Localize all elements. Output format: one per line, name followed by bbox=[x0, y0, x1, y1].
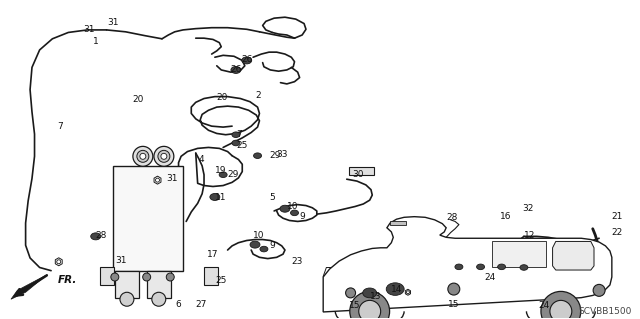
Text: 4: 4 bbox=[199, 155, 205, 164]
Polygon shape bbox=[11, 274, 47, 299]
Text: 15: 15 bbox=[349, 301, 361, 310]
Text: 24: 24 bbox=[484, 272, 495, 281]
Text: 5: 5 bbox=[269, 193, 275, 202]
Ellipse shape bbox=[250, 241, 260, 248]
Circle shape bbox=[359, 300, 381, 319]
Text: 22: 22 bbox=[612, 228, 623, 237]
Circle shape bbox=[550, 300, 572, 319]
Circle shape bbox=[111, 273, 119, 281]
Bar bbox=[113, 166, 183, 271]
Text: 27: 27 bbox=[196, 300, 207, 309]
Text: 26: 26 bbox=[230, 65, 241, 74]
Text: 15: 15 bbox=[448, 300, 460, 308]
Text: 24: 24 bbox=[539, 301, 550, 310]
Ellipse shape bbox=[210, 194, 220, 200]
Circle shape bbox=[541, 291, 580, 319]
Text: 14: 14 bbox=[391, 285, 402, 294]
Polygon shape bbox=[323, 217, 612, 312]
Polygon shape bbox=[154, 176, 161, 184]
Text: 26: 26 bbox=[241, 55, 252, 64]
Circle shape bbox=[406, 291, 410, 294]
Ellipse shape bbox=[280, 205, 290, 212]
Bar bbox=[390, 221, 406, 225]
Polygon shape bbox=[492, 241, 546, 268]
Text: 32: 32 bbox=[523, 204, 534, 213]
Text: 28: 28 bbox=[446, 213, 458, 222]
Text: 2: 2 bbox=[255, 92, 260, 100]
Text: 20: 20 bbox=[132, 95, 143, 104]
Circle shape bbox=[154, 146, 174, 166]
Text: SCVBB1500: SCVBB1500 bbox=[579, 307, 632, 316]
Circle shape bbox=[161, 153, 167, 159]
Text: 19: 19 bbox=[215, 166, 227, 175]
Ellipse shape bbox=[232, 140, 240, 146]
Ellipse shape bbox=[455, 264, 463, 270]
Text: 6: 6 bbox=[175, 300, 181, 308]
Text: 31: 31 bbox=[107, 18, 118, 27]
Text: 13: 13 bbox=[371, 292, 382, 300]
Text: 31: 31 bbox=[84, 26, 95, 34]
Text: 17: 17 bbox=[207, 250, 218, 259]
Ellipse shape bbox=[386, 283, 404, 295]
Text: FR.: FR. bbox=[58, 275, 77, 285]
Text: 7: 7 bbox=[58, 122, 63, 131]
Ellipse shape bbox=[253, 153, 262, 159]
Text: 21: 21 bbox=[612, 212, 623, 221]
Circle shape bbox=[57, 260, 61, 264]
Text: 31: 31 bbox=[115, 256, 126, 265]
Ellipse shape bbox=[363, 288, 377, 298]
Bar bbox=[100, 268, 114, 285]
Circle shape bbox=[448, 283, 460, 295]
Ellipse shape bbox=[520, 265, 528, 270]
Circle shape bbox=[350, 291, 390, 319]
Circle shape bbox=[143, 273, 150, 281]
Polygon shape bbox=[405, 289, 410, 295]
Ellipse shape bbox=[242, 57, 252, 64]
Circle shape bbox=[346, 288, 356, 298]
Ellipse shape bbox=[498, 264, 506, 270]
Text: 9: 9 bbox=[300, 212, 305, 221]
Circle shape bbox=[137, 150, 149, 162]
Ellipse shape bbox=[260, 246, 268, 252]
Text: 25: 25 bbox=[215, 276, 226, 285]
Text: 11: 11 bbox=[215, 193, 227, 202]
Ellipse shape bbox=[232, 132, 240, 137]
Circle shape bbox=[133, 146, 153, 166]
Text: 7: 7 bbox=[236, 130, 242, 138]
Circle shape bbox=[158, 150, 170, 162]
Ellipse shape bbox=[291, 210, 298, 216]
Text: 29: 29 bbox=[228, 170, 239, 179]
Circle shape bbox=[152, 292, 166, 306]
Text: 25: 25 bbox=[236, 141, 247, 150]
Text: 9: 9 bbox=[269, 241, 275, 250]
Circle shape bbox=[593, 284, 605, 296]
Ellipse shape bbox=[219, 172, 227, 178]
Bar bbox=[204, 268, 218, 285]
Ellipse shape bbox=[477, 264, 484, 270]
Ellipse shape bbox=[231, 66, 241, 73]
Circle shape bbox=[166, 273, 174, 281]
Text: 28: 28 bbox=[96, 231, 107, 240]
Text: 30: 30 bbox=[353, 170, 364, 179]
Bar bbox=[349, 167, 374, 175]
Text: 20: 20 bbox=[217, 93, 228, 102]
Text: 12: 12 bbox=[524, 231, 535, 240]
Circle shape bbox=[140, 153, 146, 159]
Polygon shape bbox=[55, 258, 62, 266]
Text: 10: 10 bbox=[287, 202, 298, 211]
Bar bbox=[147, 271, 171, 298]
Ellipse shape bbox=[91, 233, 100, 240]
Circle shape bbox=[120, 292, 134, 306]
Text: 33: 33 bbox=[276, 150, 288, 159]
Text: 29: 29 bbox=[269, 151, 280, 160]
Text: 1: 1 bbox=[93, 37, 99, 46]
Bar bbox=[115, 271, 139, 298]
Text: 16: 16 bbox=[500, 212, 511, 221]
Text: 23: 23 bbox=[291, 257, 303, 266]
Text: 31: 31 bbox=[166, 174, 177, 183]
Text: 10: 10 bbox=[253, 231, 264, 240]
Polygon shape bbox=[552, 241, 594, 270]
Circle shape bbox=[156, 178, 159, 182]
